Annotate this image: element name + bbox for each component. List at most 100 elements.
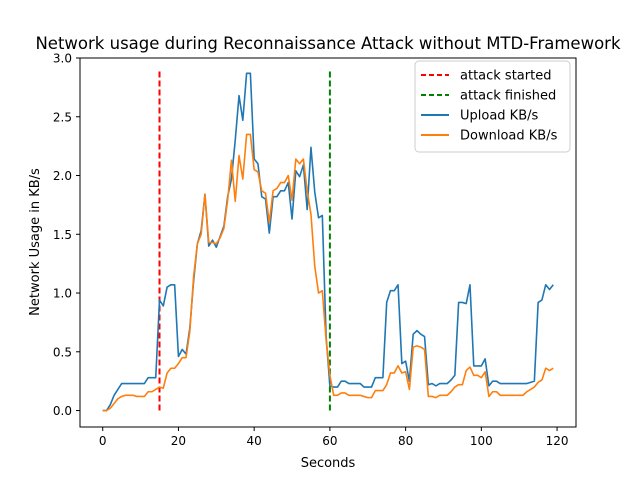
plot-area: 0 20 40 60 80 100 120 0.0 0.5 1.0 1.5 2.0 2.5 3.0 [53,52,577,448]
data-point [526,391,528,393]
data-point [269,232,271,234]
data-point [121,396,123,398]
data-point [208,245,210,247]
data-point [367,397,369,399]
data-point [212,239,214,241]
data-point [443,383,445,385]
data-point [496,380,498,382]
data-point [420,333,422,335]
data-point [522,383,524,385]
data-point [541,299,543,301]
data-point [446,394,448,396]
data-point [178,363,180,365]
data-point [208,242,210,244]
data-point [454,386,456,388]
data-point [113,403,115,405]
data-point [393,372,395,374]
data-point [337,394,339,396]
data-point [386,302,388,304]
data-point [144,396,146,398]
data-point [322,215,324,217]
y-tick-label: 0.5 [53,345,72,359]
x-axis: 0 20 40 60 80 100 120 [99,427,569,448]
data-point [511,383,513,385]
data-point [424,349,426,351]
legend-entries: attack started attack finished Upload KB/s… [421,69,558,144]
data-point [390,290,392,292]
data-point [443,394,445,396]
data-point [216,246,218,248]
data-point [144,383,146,385]
y-tick-label: 1.0 [53,287,72,301]
y-tick-label: 1.5 [53,228,72,242]
data-point [488,396,490,398]
x-tick-label: 20 [171,434,186,448]
data-point [147,391,149,393]
data-point [295,158,297,160]
data-point [155,389,157,391]
data-point [234,201,236,203]
data-point [363,396,365,398]
data-point [397,284,399,286]
data-point [405,360,407,362]
data-point [507,394,509,396]
data-point [371,397,373,399]
data-point [181,357,183,359]
data-point [306,209,308,211]
data-point [242,178,244,180]
y-axis: 0.0 0.5 1.0 1.5 2.0 2.5 3.0 [53,52,80,418]
data-point [390,372,392,374]
data-point [159,386,161,388]
data-point [310,147,312,149]
data-point [492,391,494,393]
data-point [238,155,240,157]
data-point [344,380,346,382]
data-point [454,374,456,376]
data-point [348,394,350,396]
data-point [496,391,498,393]
data-point [359,394,361,396]
data-point [231,159,233,161]
data-point [371,386,373,388]
data-point [545,284,547,286]
data-point [537,302,539,304]
data-point [166,372,168,374]
data-point [507,383,509,385]
data-point [261,196,263,198]
data-point [552,367,554,369]
data-point [253,169,255,171]
data-point [185,357,187,359]
x-tick-label: 40 [247,434,262,448]
data-point [458,302,460,304]
axes-frame [79,57,577,428]
data-point [216,243,218,245]
data-point [401,372,403,374]
data-point [197,243,199,245]
x-tick-label: 0 [99,434,107,448]
data-point [552,284,554,286]
x-tick-label: 100 [470,434,493,448]
data-point [465,370,467,372]
legend-label-attack-started: attack started [460,69,551,84]
data-point [284,190,286,192]
data-point [439,383,441,385]
data-point [530,389,532,391]
data-point [219,237,221,239]
data-point [287,175,289,177]
data-point [382,390,384,392]
x-axis-label: Seconds [301,456,356,471]
data-point [333,386,335,388]
data-point [549,289,551,291]
y-axis-label: Network Usage in KB/s [28,168,43,316]
data-point [303,158,305,160]
data-point [424,336,426,338]
data-point [534,386,536,388]
x-tick-label: 60 [322,434,337,448]
y-tick-label: 0.0 [53,404,72,418]
data-point [242,119,244,121]
data-point [481,377,483,379]
data-point [163,305,165,307]
data-point [515,383,517,385]
data-point [238,95,240,97]
